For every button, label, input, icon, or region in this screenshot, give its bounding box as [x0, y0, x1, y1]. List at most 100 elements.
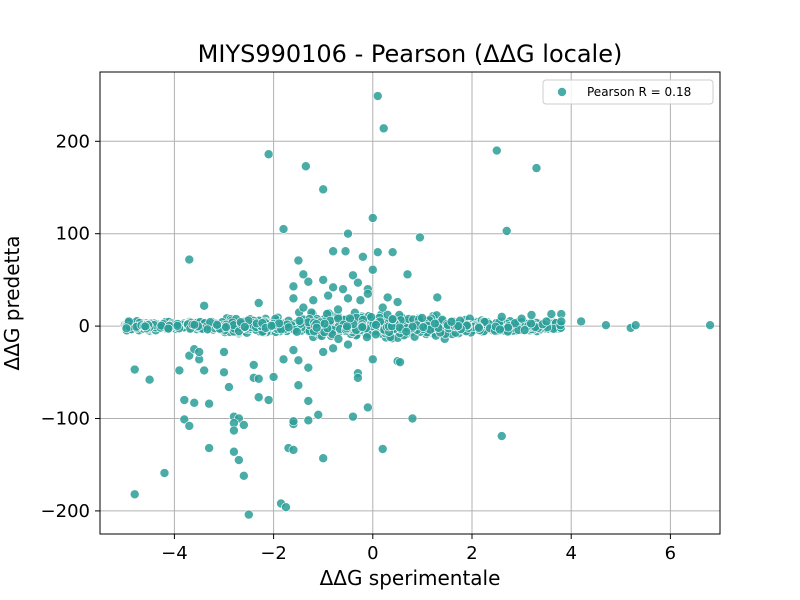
x-tick-label: −2 — [260, 543, 287, 564]
scatter-point — [294, 316, 305, 326]
scatter-point — [293, 355, 304, 366]
scatter-point — [308, 295, 319, 306]
x-tick-label: 2 — [466, 543, 477, 564]
scatter-point — [129, 364, 140, 375]
scatter-point — [328, 282, 338, 293]
scatter-point — [576, 316, 586, 327]
scatter-point — [244, 509, 254, 520]
scatter-point — [496, 431, 507, 441]
scatter-point — [328, 246, 338, 257]
y-axis-label: ΔΔG predetta — [0, 236, 24, 371]
scatter-point — [278, 354, 289, 365]
scatter-point — [378, 123, 389, 134]
data-points — [120, 91, 715, 520]
scatter-point — [253, 392, 264, 403]
scatter-point — [318, 184, 329, 195]
scatter-point — [541, 316, 552, 327]
scatter-point — [432, 292, 443, 303]
scatter-point — [519, 325, 530, 335]
scatter-point — [184, 421, 195, 431]
scatter-point — [503, 322, 513, 333]
scatter-point — [630, 320, 641, 330]
scatter-point — [204, 443, 214, 453]
scatter-point — [159, 468, 170, 478]
scatter-point — [348, 411, 358, 422]
x-tick-label: 0 — [367, 543, 378, 564]
scatter-point — [293, 380, 304, 391]
x-tick-label: 6 — [665, 543, 676, 564]
scatter-point — [266, 320, 277, 331]
x-axis-label: ΔΔG sperimentale — [320, 566, 501, 590]
scatter-point — [531, 163, 542, 173]
scatter-point — [407, 413, 418, 424]
scatter-point — [281, 502, 291, 513]
scatter-point — [343, 228, 353, 239]
scatter-point — [224, 382, 234, 392]
scatter-point — [144, 374, 155, 385]
scatter-point — [263, 149, 274, 160]
scatter-point — [179, 395, 190, 405]
scatter-point — [372, 91, 383, 101]
scatter-point — [199, 365, 209, 376]
scatter-point — [348, 270, 358, 281]
legend-box — [542, 79, 714, 105]
scatter-point — [353, 277, 363, 288]
scatter-point — [248, 360, 259, 370]
scatter-point — [382, 292, 393, 303]
scatter-point — [202, 324, 213, 335]
scatter-point — [163, 323, 174, 334]
scatter-point — [278, 224, 289, 234]
scatter-point — [184, 350, 195, 361]
scatter-point — [318, 453, 329, 464]
scatter-point — [288, 281, 299, 292]
scatter-point — [446, 316, 457, 327]
scatter-point — [402, 269, 413, 280]
scatter-point — [298, 269, 309, 280]
scatter-point — [333, 334, 344, 344]
scatter-point — [340, 246, 351, 257]
scatter-point — [705, 320, 715, 330]
scatter-point — [510, 318, 520, 329]
scatter-point — [387, 314, 398, 324]
scatter-point — [288, 445, 299, 455]
scatter-point — [288, 345, 299, 355]
scatter-point — [372, 247, 383, 257]
scatter-point — [363, 288, 373, 299]
scatter-point — [392, 297, 403, 307]
scatter-point — [495, 324, 505, 335]
scatter-point — [298, 302, 309, 313]
scatter-point — [311, 322, 322, 333]
scatter-point — [496, 312, 507, 322]
scatter-point — [199, 300, 209, 311]
scatter-point — [212, 320, 222, 330]
scatter-point — [395, 357, 405, 367]
scatter-point — [526, 318, 536, 329]
scatter-point — [194, 347, 204, 357]
scatter-point — [174, 365, 185, 376]
scatter-point — [601, 320, 611, 330]
scatter-point — [387, 247, 398, 257]
scatter-point — [516, 313, 527, 324]
scatter-point — [474, 323, 484, 333]
scatter-point — [229, 446, 239, 457]
scatter-point — [229, 425, 239, 436]
scatter-point — [221, 322, 231, 332]
axis-ticks: −4 −2 0 2 4 6 −200 −100 0 100 200 — [41, 131, 677, 564]
scatter-point — [219, 347, 229, 357]
legend-marker — [557, 87, 567, 97]
scatter-point — [430, 318, 440, 329]
scatter-point — [319, 318, 330, 329]
scatter-point — [491, 145, 502, 156]
scatter-point — [333, 304, 343, 315]
scatter-point — [268, 372, 279, 382]
scatter-point — [204, 398, 214, 409]
scatter-point — [292, 326, 302, 337]
y-tick-label: 200 — [56, 131, 90, 152]
scatter-point — [366, 312, 377, 322]
scatter-point — [501, 226, 512, 236]
scatter-point — [370, 329, 381, 340]
scatter-point — [526, 310, 537, 320]
scatter-point — [377, 444, 388, 454]
scatter-point — [358, 251, 368, 262]
scatter-point — [418, 322, 429, 332]
